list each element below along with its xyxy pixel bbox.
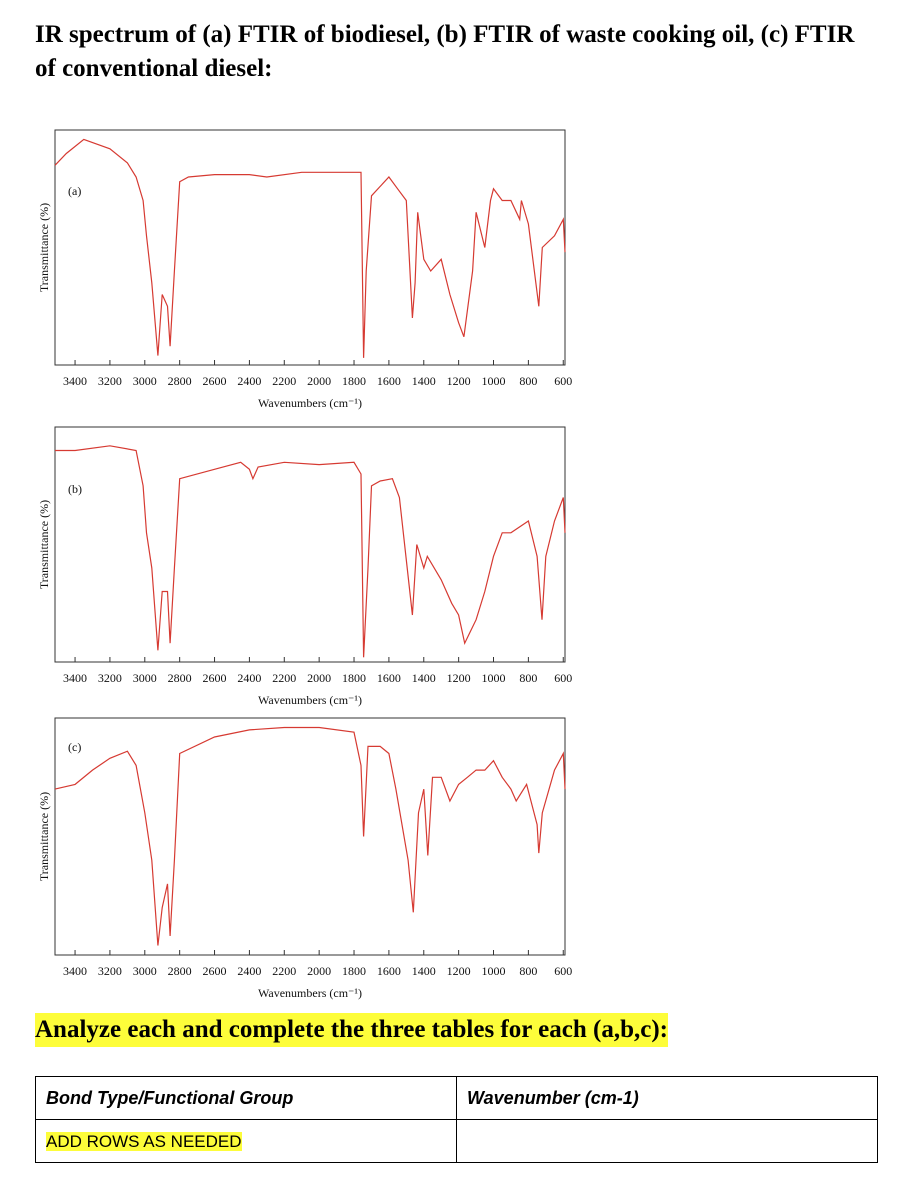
x-tick-label: 1000 bbox=[482, 964, 506, 978]
x-tick-label: 2600 bbox=[203, 964, 227, 978]
x-tick-label: 800 bbox=[519, 671, 537, 685]
x-tick-label: 1400 bbox=[412, 374, 436, 388]
plot-frame bbox=[54, 717, 566, 956]
x-tick-label: 1200 bbox=[447, 671, 471, 685]
x-tick-label: 2400 bbox=[237, 374, 261, 388]
x-tick-label: 3400 bbox=[63, 374, 87, 388]
x-tick-label: 2400 bbox=[237, 964, 261, 978]
y-axis-label: Transmittance (%) bbox=[37, 500, 51, 589]
x-tick-label: 2600 bbox=[203, 671, 227, 685]
x-tick-label: 600 bbox=[554, 374, 572, 388]
x-tick-label: 1000 bbox=[482, 671, 506, 685]
x-tick-label: 3000 bbox=[133, 671, 157, 685]
x-tick-label: 1000 bbox=[482, 374, 506, 388]
x-axis-label: Wavenumbers (cm⁻¹) bbox=[258, 693, 362, 707]
row: ADD ROWS AS NEEDED bbox=[35, 1119, 878, 1163]
x-tick-label: 1400 bbox=[412, 671, 436, 685]
x-tick-label: 2400 bbox=[237, 671, 261, 685]
panel-label: (a) bbox=[68, 184, 81, 198]
header-cell: Wavenumber (cm-1) bbox=[456, 1076, 878, 1120]
x-tick-label: 3400 bbox=[63, 671, 87, 685]
x-tick-label: 1600 bbox=[377, 964, 401, 978]
x-tick-label: 1800 bbox=[342, 671, 366, 685]
y-axis-label: Transmittance (%) bbox=[37, 203, 51, 292]
spectra: 3400 3200 3000 2800 2600 2400 2200 2000 1800 1600… bbox=[37, 129, 572, 1000]
x-tick-label: 800 bbox=[519, 964, 537, 978]
x-tick-label: 2200 bbox=[272, 374, 296, 388]
x-tick-label: 3200 bbox=[98, 671, 122, 685]
spectrum-line bbox=[54, 726, 566, 946]
x-tick-label: 1800 bbox=[342, 374, 366, 388]
x-tick-label: 1600 bbox=[377, 374, 401, 388]
x-tick-label: 2000 bbox=[307, 964, 331, 978]
x-tick-label: 2000 bbox=[307, 671, 331, 685]
x-tick-label: 3200 bbox=[98, 374, 122, 388]
x-tick-label: 1600 bbox=[377, 671, 401, 685]
plot-frame bbox=[54, 129, 566, 366]
x-tick-label: 2600 bbox=[203, 374, 227, 388]
x-tick-label: 1800 bbox=[342, 964, 366, 978]
header-row: Bond Type/Functional Group Wavenumber (c… bbox=[35, 1076, 878, 1120]
spectrum-line bbox=[54, 138, 566, 358]
x-tick-label: 600 bbox=[554, 964, 572, 978]
x-tick-label: 2800 bbox=[168, 964, 192, 978]
panel-label: (c) bbox=[68, 740, 81, 754]
plot-frame bbox=[54, 426, 566, 663]
x-tick-label: 3000 bbox=[133, 374, 157, 388]
title: IR spectrum of (a) FTIR of biodiesel, (b… bbox=[35, 21, 855, 82]
x-tick-label: 2800 bbox=[168, 671, 192, 685]
y-axis-label: Transmittance (%) bbox=[37, 792, 51, 881]
spectrum-line bbox=[55, 445, 566, 658]
x-tick-label: 1200 bbox=[447, 964, 471, 978]
panel-label: (b) bbox=[68, 482, 82, 496]
cell[interactable] bbox=[456, 1119, 878, 1163]
x-tick-label: 3400 bbox=[63, 964, 87, 978]
x-tick-label: 800 bbox=[519, 374, 537, 388]
cell: ADD ROWS AS NEEDED bbox=[35, 1119, 457, 1163]
x-tick-label: 3000 bbox=[133, 964, 157, 978]
instruction: Analyze each and complete the three tabl… bbox=[35, 1013, 668, 1047]
x-tick-label: 2200 bbox=[272, 671, 296, 685]
x-tick-label: 600 bbox=[554, 671, 572, 685]
header-cell: Bond Type/Functional Group bbox=[35, 1076, 457, 1120]
x-axis-label: Wavenumbers (cm⁻¹) bbox=[258, 986, 362, 1000]
x-tick-label: 3200 bbox=[98, 964, 122, 978]
x-tick-label: 2800 bbox=[168, 374, 192, 388]
x-tick-label: 1200 bbox=[447, 374, 471, 388]
x-axis-label: Wavenumbers (cm⁻¹) bbox=[258, 396, 362, 410]
x-tick-label: 2000 bbox=[307, 374, 331, 388]
placeholder: ADD ROWS AS NEEDED bbox=[46, 1131, 242, 1151]
x-tick-label: 1400 bbox=[412, 964, 436, 978]
answer-table: Bond Type/Functional Group Wavenumber (c… bbox=[35, 1076, 878, 1163]
x-tick-label: 2200 bbox=[272, 964, 296, 978]
